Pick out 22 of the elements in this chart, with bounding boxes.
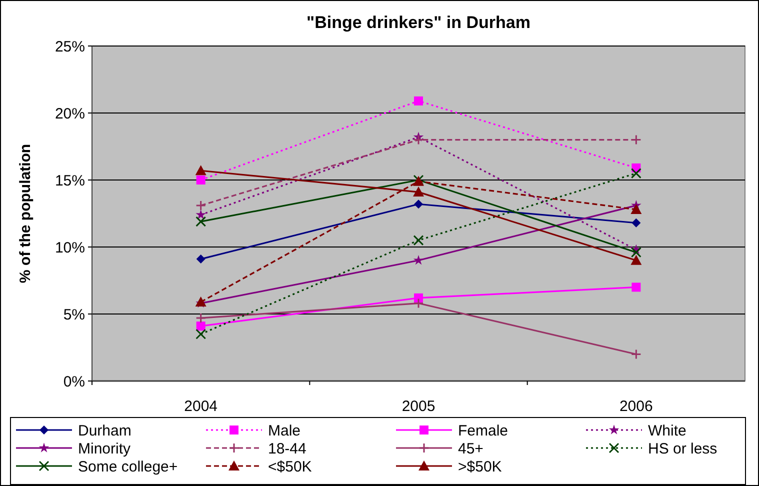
y-tick-label: 25% <box>54 38 85 56</box>
x-tick-label: 2004 <box>184 398 218 415</box>
legend-label: HS or less <box>648 440 718 458</box>
legend-label: Minority <box>78 440 132 458</box>
y-tick-label: 0% <box>63 373 85 390</box>
x-tick-label: 2006 <box>619 398 653 415</box>
legend-label: Female <box>458 422 508 440</box>
legend-label: White <box>648 422 686 440</box>
y-axis-title: % of the population <box>17 144 34 284</box>
x-tick-label: 2005 <box>402 398 436 415</box>
legend-label: Durham <box>78 422 132 440</box>
y-tick-label: 15% <box>54 172 85 190</box>
legend-label: >$50K <box>458 458 502 476</box>
legend-label: Some college+ <box>78 458 178 476</box>
legend-label: 45+ <box>458 440 484 458</box>
y-tick-label: 20% <box>54 105 85 122</box>
legend-label: 18-44 <box>268 440 306 458</box>
chart-title: "Binge drinkers" in Durham <box>306 13 530 32</box>
y-tick-label: 5% <box>63 306 85 324</box>
legend-label: <$50K <box>268 458 312 476</box>
legend-label: Male <box>268 422 301 440</box>
y-tick-label: 10% <box>54 239 85 256</box>
